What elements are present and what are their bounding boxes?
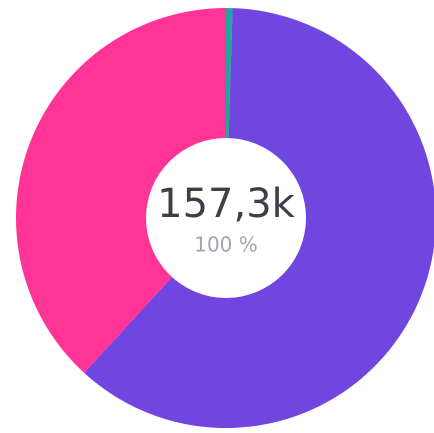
donut-hole [146,138,306,298]
center-sublabel: 100 % [194,233,258,257]
slice [15,8,226,373]
center-label: 157,3k [157,181,296,227]
